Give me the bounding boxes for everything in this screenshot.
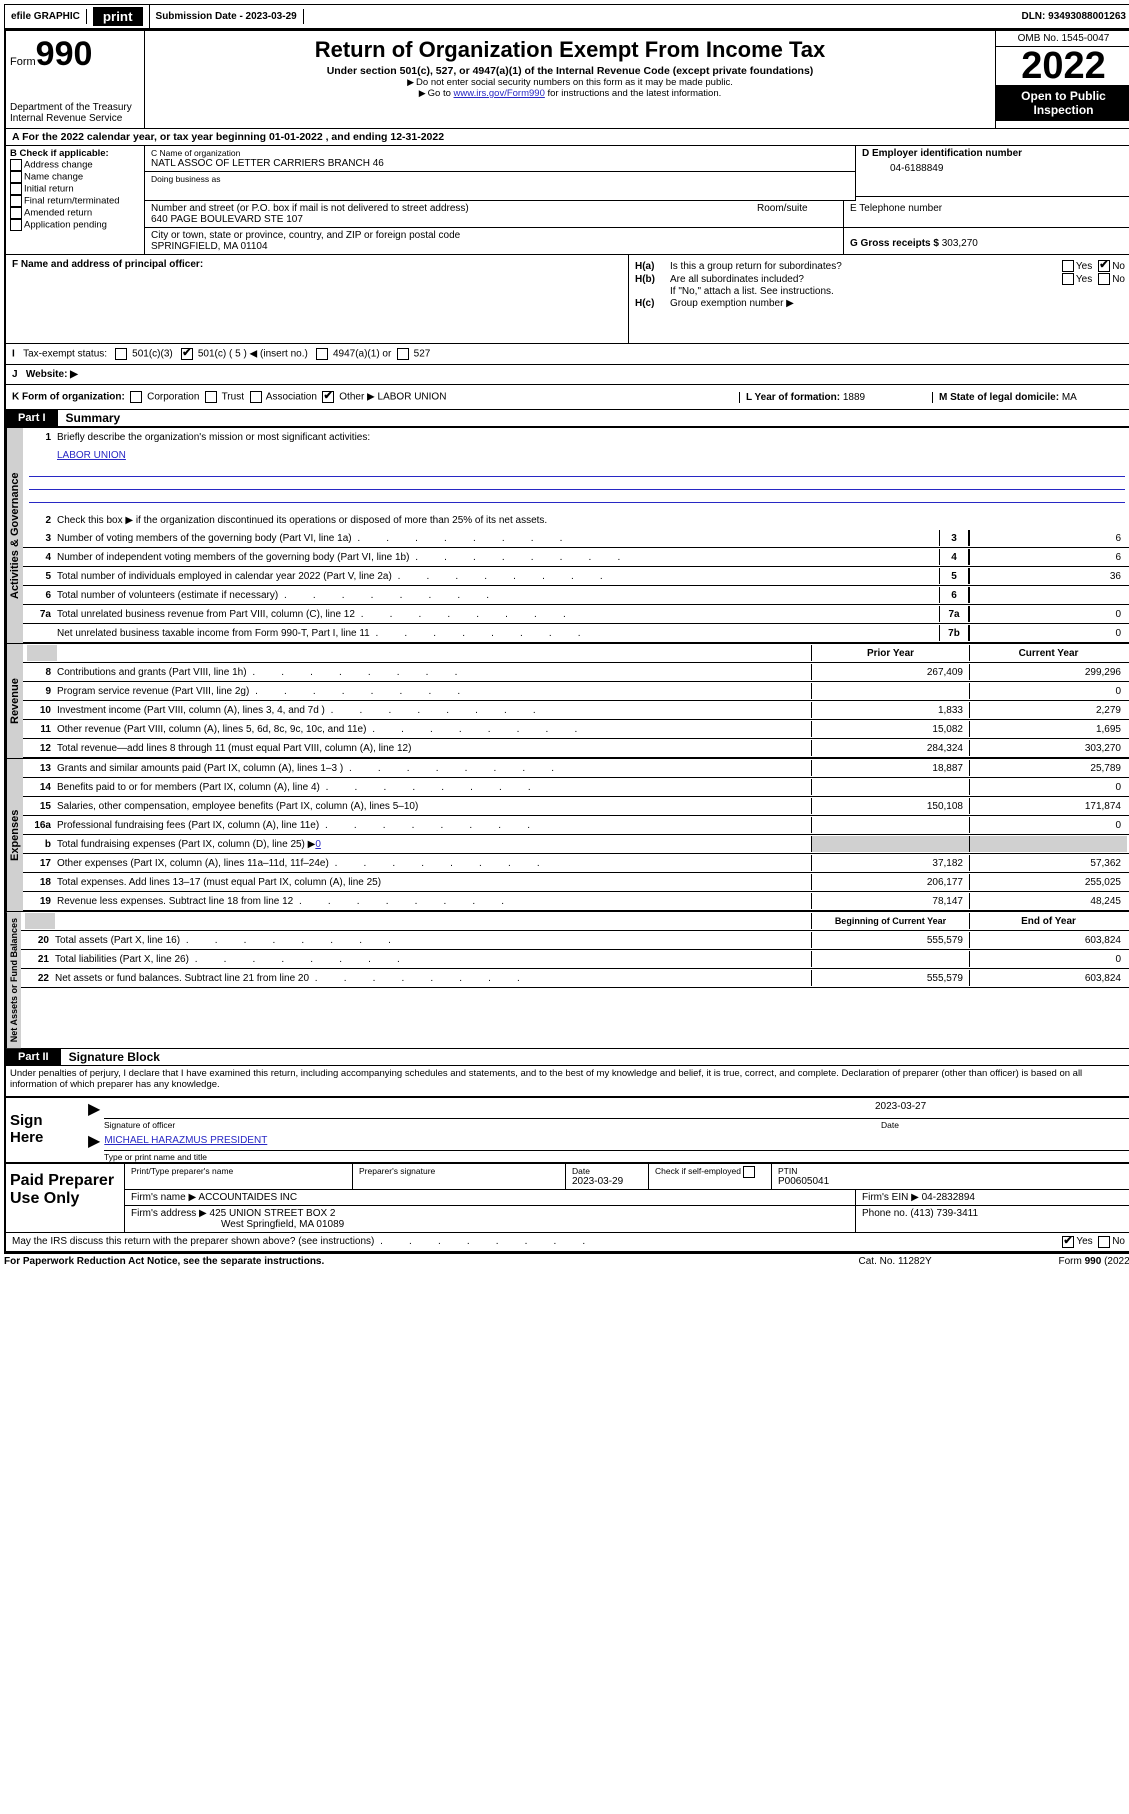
form-header: Form990 Department of the Treasury Inter… xyxy=(6,31,1129,128)
k-other[interactable] xyxy=(322,391,334,403)
part1-header: Part ISummary xyxy=(6,409,1129,427)
line-a: A For the 2022 calendar year, or tax yea… xyxy=(6,128,1129,145)
sign-here-label: Sign Here xyxy=(6,1098,84,1162)
print-button[interactable]: print xyxy=(93,7,143,26)
chk-final[interactable] xyxy=(10,195,22,207)
hb-yes[interactable] xyxy=(1062,273,1074,285)
mission-link[interactable]: LABOR UNION xyxy=(57,450,126,461)
box-j: J Website: ▶ xyxy=(6,364,1129,384)
top-bar: efile GRAPHIC print Submission Date - 20… xyxy=(4,4,1129,29)
box-b: B Check if applicable: Address change Na… xyxy=(6,146,145,254)
sidelabel-ag: Activities & Governance xyxy=(6,428,23,643)
discuss-yes[interactable] xyxy=(1062,1236,1074,1248)
chk-name[interactable] xyxy=(10,171,22,183)
section-bcdeg: B Check if applicable: Address change Na… xyxy=(6,145,1129,254)
dba-cell: Doing business as xyxy=(145,172,855,201)
form-subtitle: Under section 501(c), 527, or 4947(a)(1)… xyxy=(149,65,991,77)
box-m: M State of legal domicile: MA xyxy=(932,392,1125,403)
officer-name-link[interactable]: MICHAEL HARAZMUS PRESIDENT xyxy=(104,1135,267,1146)
sidelabel-exp: Expenses xyxy=(6,759,23,911)
discuss-no[interactable] xyxy=(1098,1236,1110,1248)
dept-treasury: Department of the Treasury xyxy=(10,102,140,113)
ssn-note: Do not enter social security numbers on … xyxy=(149,77,991,88)
section-klm: K Form of organization: Corporation Trus… xyxy=(6,384,1129,409)
submission-date: Submission Date - 2023-03-29 xyxy=(150,9,304,24)
box-f: F Name and address of principal officer: xyxy=(6,255,629,343)
form-number: Form990 xyxy=(10,35,140,74)
ha-yes[interactable] xyxy=(1062,260,1074,272)
ha-no[interactable] xyxy=(1098,260,1110,272)
discuss-row: May the IRS discuss this return with the… xyxy=(6,1232,1129,1251)
self-emp-chk[interactable] xyxy=(743,1166,755,1178)
chk-address[interactable] xyxy=(10,159,22,171)
tax-year: 2022 xyxy=(996,47,1129,85)
fundraising-link[interactable]: 0 xyxy=(315,839,321,850)
prep-label: Paid Preparer Use Only xyxy=(6,1164,124,1232)
gross-receipts: G Gross receipts $ 303,270 xyxy=(844,228,1129,254)
irs-link[interactable]: www.irs.gov/Form990 xyxy=(454,88,545,99)
footer: For Paperwork Reduction Act Notice, see … xyxy=(4,1253,1129,1269)
phone-cell: E Telephone number xyxy=(844,201,1129,228)
part2-header: Part IISignature Block xyxy=(6,1048,1129,1066)
firm-name: ACCOUNTAIDES INC xyxy=(198,1192,297,1203)
activities-governance: Activities & Governance 1Briefly describ… xyxy=(6,427,1129,643)
i-527[interactable] xyxy=(397,348,409,360)
efile-label: efile GRAPHIC xyxy=(5,9,87,24)
sig-date: 2023-03-27 xyxy=(869,1099,1129,1119)
box-k: K Form of organization: Corporation Trus… xyxy=(12,391,739,403)
box-h: H(a)Is this a group return for subordina… xyxy=(629,255,1129,343)
ein-cell: D Employer identification number 04-6188… xyxy=(856,146,1129,197)
instructions-note: Go to www.irs.gov/Form990 for instructio… xyxy=(149,88,991,99)
street-cell: Number and street (or P.O. box if mail i… xyxy=(145,201,844,228)
paid-preparer-section: Paid Preparer Use Only Print/Type prepar… xyxy=(6,1162,1129,1232)
officer-name: MICHAEL HARAZMUS PRESIDENT xyxy=(104,1131,1129,1151)
open-public-badge: Open to Public Inspection xyxy=(996,85,1129,121)
section-ij: I Tax-exempt status: 501(c)(3) 501(c) ( … xyxy=(6,343,1129,384)
hb-no[interactable] xyxy=(1098,273,1110,285)
i-501c3[interactable] xyxy=(115,348,127,360)
sign-here-section: Sign Here ▶ 2023-03-27 Signature of offi… xyxy=(6,1096,1129,1162)
city-cell: City or town, state or province, country… xyxy=(145,228,844,254)
chk-amended[interactable] xyxy=(10,207,22,219)
expenses-section: Expenses 13Grants and similar amounts pa… xyxy=(6,758,1129,911)
chk-pending[interactable] xyxy=(10,219,22,231)
org-name-cell: C Name of organization NATL ASSOC OF LET… xyxy=(145,146,855,172)
k-corp[interactable] xyxy=(130,391,142,403)
revenue-section: Revenue Prior YearCurrent Year 8Contribu… xyxy=(6,643,1129,758)
k-assoc[interactable] xyxy=(250,391,262,403)
box-i: I Tax-exempt status: 501(c)(3) 501(c) ( … xyxy=(6,344,1129,364)
chk-initial[interactable] xyxy=(10,183,22,195)
section-fh: F Name and address of principal officer:… xyxy=(6,254,1129,343)
i-4947[interactable] xyxy=(316,348,328,360)
dln: DLN: 93493088001263 xyxy=(1015,9,1129,24)
box-l: L Year of formation: 1889 xyxy=(739,392,932,403)
form-body: Form990 Department of the Treasury Inter… xyxy=(4,29,1129,1253)
k-trust[interactable] xyxy=(205,391,217,403)
sidelabel-rev: Revenue xyxy=(6,644,23,758)
i-501c[interactable] xyxy=(181,348,193,360)
form-title: Return of Organization Exempt From Incom… xyxy=(149,37,991,63)
irs-label: Internal Revenue Service xyxy=(10,113,140,124)
perjury-declaration: Under penalties of perjury, I declare th… xyxy=(6,1066,1129,1092)
form-version: Form 990 (2022) xyxy=(1059,1256,1129,1267)
sidelabel-net: Net Assets or Fund Balances xyxy=(6,912,21,1048)
netassets-section: Net Assets or Fund Balances Beginning of… xyxy=(6,911,1129,1048)
